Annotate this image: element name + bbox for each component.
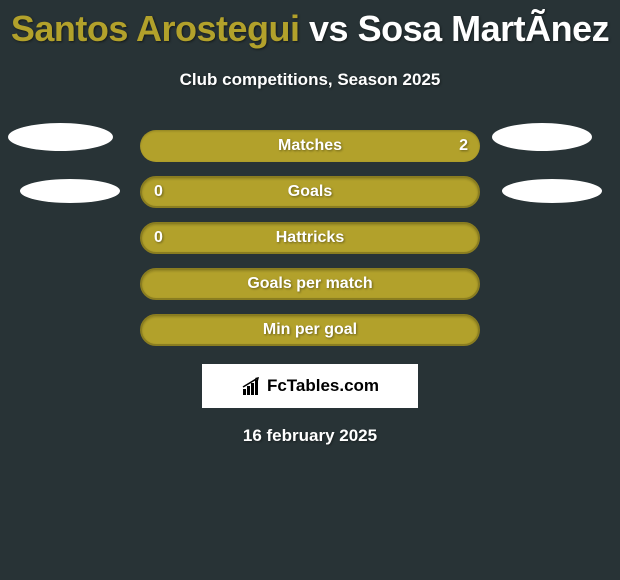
stat-row-matches: Matches 2 bbox=[0, 130, 620, 162]
stat-row-goals-per-match: Goals per match bbox=[0, 268, 620, 300]
stat-bar: 0 Goals bbox=[140, 176, 480, 208]
stat-label: Goals per match bbox=[247, 275, 372, 293]
stat-row-hattricks: 0 Hattricks bbox=[0, 222, 620, 254]
date-text: 16 february 2025 bbox=[0, 426, 620, 446]
logo-box[interactable]: FcTables.com bbox=[202, 364, 418, 408]
player1-name: Santos Arostegui bbox=[11, 8, 300, 49]
stat-label: Goals bbox=[288, 183, 332, 201]
subtitle: Club competitions, Season 2025 bbox=[0, 70, 620, 90]
stat-left-value: 0 bbox=[154, 229, 163, 247]
stat-bar: Min per goal bbox=[140, 314, 480, 346]
vs-text: vs bbox=[309, 8, 348, 49]
stat-label: Matches bbox=[278, 137, 342, 155]
stat-left-value: 0 bbox=[154, 183, 163, 201]
stat-right-value: 2 bbox=[459, 137, 468, 155]
stat-row-min-per-goal: Min per goal bbox=[0, 314, 620, 346]
stat-bar: Matches 2 bbox=[140, 130, 480, 162]
chart-icon bbox=[241, 377, 263, 395]
stat-label: Min per goal bbox=[263, 321, 357, 339]
logo-text: FcTables.com bbox=[267, 376, 379, 396]
stat-row-goals: 0 Goals bbox=[0, 176, 620, 208]
player2-name: Sosa MartÃ­nez bbox=[358, 8, 610, 49]
comparison-title: Santos Arostegui vs Sosa MartÃ­nez bbox=[0, 0, 620, 50]
stat-bar: Goals per match bbox=[140, 268, 480, 300]
stat-label: Hattricks bbox=[276, 229, 344, 247]
stat-bar: 0 Hattricks bbox=[140, 222, 480, 254]
stats-container: Matches 2 0 Goals 0 Hattricks Goals per … bbox=[0, 130, 620, 346]
logo-content: FcTables.com bbox=[241, 376, 379, 396]
